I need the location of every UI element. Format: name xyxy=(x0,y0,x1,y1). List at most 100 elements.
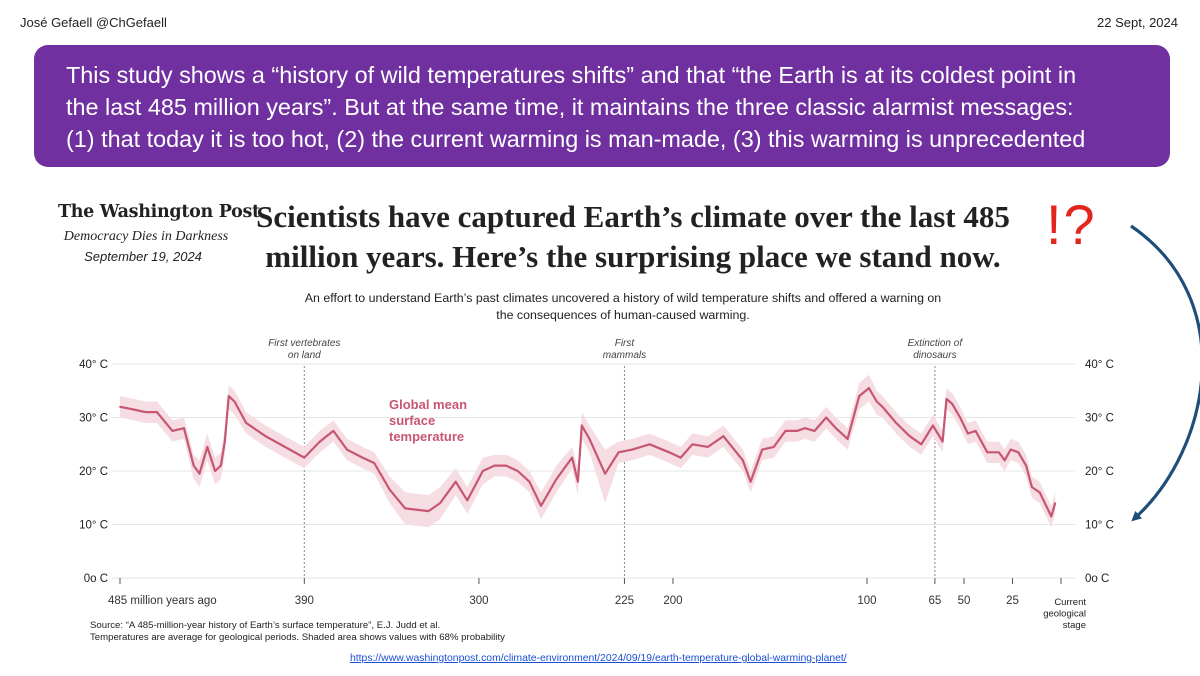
x-tick-label: 200 xyxy=(663,595,682,607)
temperature-line xyxy=(119,387,1057,518)
data-point xyxy=(986,451,989,454)
data-point xyxy=(404,507,407,510)
data-point xyxy=(1038,491,1041,494)
data-point xyxy=(959,416,961,419)
data-point xyxy=(481,470,484,472)
data-point xyxy=(813,430,816,432)
data-point xyxy=(668,451,670,454)
data-point xyxy=(648,443,651,446)
data-point xyxy=(604,472,606,475)
data-point xyxy=(528,480,531,483)
data-point xyxy=(373,462,376,464)
data-point xyxy=(741,459,744,462)
data-point xyxy=(466,499,469,502)
data-point xyxy=(1031,486,1033,488)
event-annotation: Extinction of xyxy=(908,338,964,349)
data-point xyxy=(577,480,579,483)
data-point xyxy=(945,397,948,400)
data-point xyxy=(908,435,911,438)
data-point xyxy=(796,430,798,432)
y-tick-label-left: 10° C xyxy=(79,520,108,532)
data-point xyxy=(439,502,441,504)
author-handle: José Gefaell @ChGefaell xyxy=(20,15,167,30)
banner-line: the last 485 million years”. But at the … xyxy=(66,94,1074,120)
data-point xyxy=(920,443,923,446)
data-point xyxy=(183,427,185,430)
data-point xyxy=(1003,459,1006,462)
data-point xyxy=(220,464,222,467)
x-tick-label: stage xyxy=(1063,620,1086,631)
y-tick-label-left: 30° C xyxy=(79,413,108,425)
data-point xyxy=(540,504,542,507)
data-point xyxy=(171,430,174,432)
data-point xyxy=(932,424,934,427)
x-tick-label: 485 million years ago xyxy=(108,595,217,607)
data-point xyxy=(198,472,201,475)
data-point xyxy=(617,451,620,454)
y-tick-label-right: 0o C xyxy=(1085,573,1109,585)
data-point xyxy=(588,438,591,440)
data-point xyxy=(427,510,430,512)
grid-layer xyxy=(112,363,1075,584)
data-point xyxy=(284,446,286,448)
temperature-line-layer xyxy=(119,387,1057,518)
article-link[interactable]: https://www.washingtonpost.com/climate-e… xyxy=(350,653,847,664)
headline-line: Scientists have captured Earth’s climate… xyxy=(256,199,1010,234)
data-point xyxy=(1046,507,1049,510)
banner-line: (1) that today it is too hot, (2) the cu… xyxy=(66,126,1086,152)
data-point xyxy=(223,440,226,443)
event-annotation: on land xyxy=(288,350,321,361)
data-point xyxy=(332,430,335,432)
data-point xyxy=(631,448,634,451)
data-point xyxy=(1017,451,1020,454)
data-point xyxy=(1009,448,1012,451)
uncertainty-band xyxy=(120,374,1056,528)
data-point xyxy=(245,422,248,424)
data-point xyxy=(868,387,870,389)
headline-line: million years. Here’s the surprising pla… xyxy=(265,239,1001,274)
banner-line: This study shows a “history of wild temp… xyxy=(66,62,1077,88)
data-point xyxy=(318,440,321,443)
confidence-band-layer xyxy=(120,374,1056,528)
article-date: September 19, 2024 xyxy=(84,249,202,264)
data-point xyxy=(206,446,209,448)
data-point xyxy=(707,446,709,448)
data-point xyxy=(858,395,861,397)
data-point xyxy=(749,480,752,483)
x-tick-label: 25 xyxy=(1006,595,1019,607)
data-point xyxy=(192,464,195,467)
event-annotation: mammals xyxy=(603,350,646,361)
subtitle-line: An effort to understand Earth’s past cli… xyxy=(304,291,942,305)
x-tick-label: geological xyxy=(1043,609,1086,620)
data-point xyxy=(505,464,507,467)
data-point xyxy=(825,416,828,419)
data-point xyxy=(1050,515,1053,518)
post-date: 22 Sept, 2024 xyxy=(1097,15,1178,30)
data-point xyxy=(895,422,897,424)
data-point xyxy=(835,427,837,430)
data-point xyxy=(974,430,977,432)
y-tick-label-left: 20° C xyxy=(79,466,108,478)
x-tick-label: 390 xyxy=(295,595,314,607)
source-line: Temperatures are average for geological … xyxy=(90,632,505,643)
data-point xyxy=(555,478,558,480)
data-point xyxy=(772,446,775,448)
series-label: surface xyxy=(389,413,435,428)
event-annotation: First vertebrates xyxy=(268,338,340,349)
data-point xyxy=(580,424,583,427)
data-point xyxy=(214,470,217,472)
event-annotation: First xyxy=(615,338,636,349)
exclamation-question-mark: !? xyxy=(1046,193,1097,256)
y-tick-label-right: 30° C xyxy=(1085,413,1114,425)
data-point xyxy=(516,470,519,472)
data-point xyxy=(679,456,682,459)
x-tick-label: 225 xyxy=(615,595,634,607)
data-point xyxy=(722,435,725,438)
newspaper-slogan: Democracy Dies in Darkness xyxy=(63,229,229,244)
x-tick-label: 65 xyxy=(928,595,941,607)
curved-arrow xyxy=(1130,224,1200,522)
article-subtitle: An effort to understand Earth’s past cli… xyxy=(290,290,956,324)
data-point xyxy=(454,480,457,483)
